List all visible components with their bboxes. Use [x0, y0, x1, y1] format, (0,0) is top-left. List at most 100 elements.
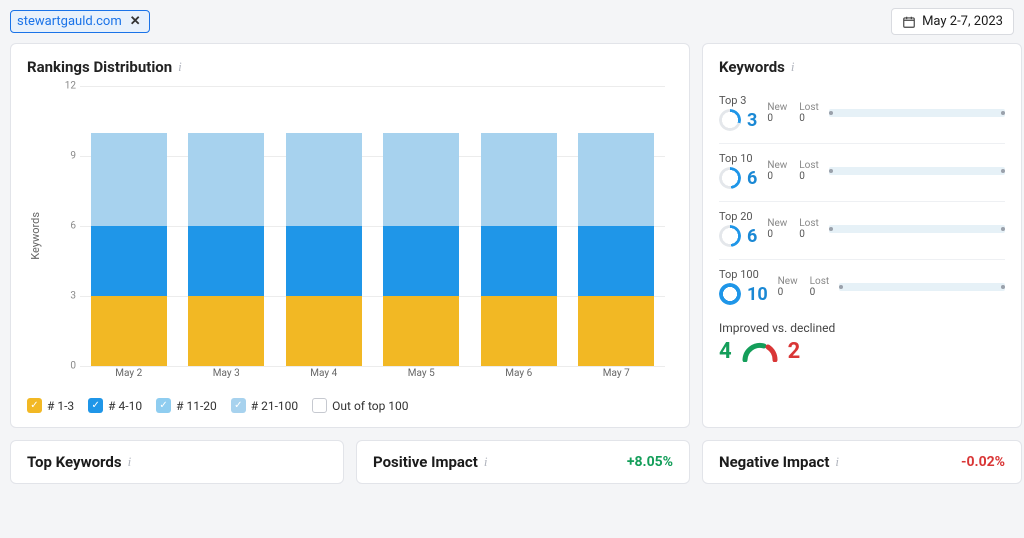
improved-declined-label: Improved vs. declined — [719, 321, 1005, 335]
new-lost: New0Lost0 — [767, 160, 818, 182]
rankings-title: Rankings Distribution i — [27, 58, 673, 76]
lost-value: 0 — [799, 229, 819, 240]
info-icon[interactable]: i — [484, 454, 488, 470]
chart-y-label: Keywords — [27, 212, 44, 260]
legend-item-r21_100[interactable]: ✓# 21-100 — [231, 398, 298, 413]
legend-item-r4_10[interactable]: ✓ # 4-10 — [88, 398, 142, 413]
sparkline — [839, 283, 1005, 291]
checkbox-icon: ✓ — [88, 398, 103, 413]
legend-label: Out of top 100 — [332, 399, 408, 413]
improved-count: 4 — [719, 339, 732, 364]
sparkline — [829, 167, 1005, 175]
bar-segment-r4_10 — [188, 226, 264, 296]
legend-item-out[interactable]: Out of top 100 — [312, 398, 408, 413]
keywords-row: Top 106New0Lost0 — [719, 144, 1005, 202]
bar-segment-r21_100 — [481, 133, 557, 226]
keywords-row: Top 206New0Lost0 — [719, 202, 1005, 260]
x-tick: May 5 — [383, 368, 459, 386]
new-lost: New0Lost0 — [767, 102, 818, 124]
date-range-button[interactable]: May 2-7, 2023 — [891, 8, 1014, 35]
keywords-row-value: 3 — [747, 110, 757, 131]
date-range-label: May 2-7, 2023 — [922, 14, 1003, 29]
rankings-title-text: Rankings Distribution — [27, 58, 172, 76]
x-tick: May 3 — [188, 368, 264, 386]
new-label: New — [767, 160, 787, 171]
bar-column[interactable] — [481, 86, 557, 366]
new-lost: New0Lost0 — [778, 276, 829, 298]
positive-impact-title: Positive Impact — [373, 453, 478, 471]
domain-chip[interactable]: stewartgauld.com ✕ — [10, 10, 150, 33]
bar-segment-r21_100 — [286, 133, 362, 226]
info-icon[interactable]: i — [791, 59, 795, 75]
bar-column[interactable] — [286, 86, 362, 366]
lost-value: 0 — [799, 171, 819, 182]
bar-segment-r4_10 — [578, 226, 654, 296]
checkbox-icon: ✓ — [156, 398, 171, 413]
new-value: 0 — [767, 171, 787, 182]
bar-segment-r21_100 — [91, 133, 167, 226]
new-label: New — [778, 276, 798, 287]
lost-label: Lost — [799, 160, 819, 171]
info-icon[interactable]: i — [178, 59, 182, 75]
y-tick: 12 — [48, 81, 76, 92]
bar-segment-r1_3 — [383, 296, 459, 366]
legend-label: # 1-3 — [47, 399, 74, 413]
close-icon[interactable]: ✕ — [128, 14, 143, 29]
checkbox-icon — [312, 398, 327, 413]
new-lost: New0Lost0 — [767, 218, 818, 240]
new-label: New — [767, 102, 787, 113]
bar-segment-r4_10 — [286, 226, 362, 296]
bar-segment-r1_3 — [578, 296, 654, 366]
new-value: 0 — [767, 229, 787, 240]
bar-segment-r21_100 — [578, 133, 654, 226]
donut-icon — [719, 283, 741, 305]
bar-column[interactable] — [383, 86, 459, 366]
keywords-row-label: Top 10 — [719, 152, 757, 165]
lost-value: 0 — [810, 287, 830, 298]
legend-label: # 4-10 — [108, 399, 142, 413]
y-tick: 3 — [48, 291, 76, 302]
bar-segment-r1_3 — [91, 296, 167, 366]
checkbox-icon: ✓ — [231, 398, 246, 413]
bar-segment-r21_100 — [383, 133, 459, 226]
x-tick: May 4 — [286, 368, 362, 386]
keywords-row-value: 6 — [747, 168, 757, 189]
negative-impact-value: -0.02% — [961, 454, 1005, 470]
checkbox-icon: ✓ — [27, 398, 42, 413]
x-tick: May 2 — [91, 368, 167, 386]
topbar: stewartgauld.com ✕ May 2-7, 2023 — [0, 0, 1024, 43]
bar-segment-r4_10 — [481, 226, 557, 296]
legend-item-r11_20[interactable]: ✓ # 11-20 — [156, 398, 217, 413]
keywords-title-text: Keywords — [719, 58, 785, 76]
gauge-icon — [742, 342, 778, 362]
bar-segment-r21_100 — [188, 133, 264, 226]
rankings-chart: 036912May 2May 3May 4May 5May 6May 7 — [48, 86, 673, 386]
lost-label: Lost — [799, 218, 819, 229]
legend-label: # 11-20 — [176, 399, 217, 413]
keywords-title: Keywords i — [719, 58, 1005, 76]
info-icon[interactable]: i — [128, 454, 132, 470]
keywords-row: Top 3 3 New0Lost0 — [719, 86, 1005, 144]
donut-icon — [719, 109, 741, 131]
keywords-row-label: Top 3 — [719, 94, 757, 107]
negative-impact-panel: Negative Impact i -0.02% — [702, 440, 1022, 484]
lost-value: 0 — [799, 113, 819, 124]
bar-column[interactable] — [188, 86, 264, 366]
bar-segment-r1_3 — [481, 296, 557, 366]
bar-segment-r4_10 — [91, 226, 167, 296]
new-value: 0 — [767, 113, 787, 124]
sparkline — [829, 225, 1005, 233]
donut-icon — [719, 225, 741, 247]
donut-icon — [719, 167, 741, 189]
bar-segment-r1_3 — [286, 296, 362, 366]
positive-impact-value: +8.05% — [627, 454, 673, 470]
calendar-icon — [902, 15, 916, 29]
y-tick: 9 — [48, 151, 76, 162]
y-tick: 6 — [48, 221, 76, 232]
keywords-row: Top 10010New0Lost0 — [719, 260, 1005, 311]
bar-column[interactable] — [578, 86, 654, 366]
legend-item-r1_3[interactable]: ✓ # 1-3 — [27, 398, 74, 413]
rankings-panel: Rankings Distribution i Keywords 036912M… — [10, 43, 690, 428]
bar-column[interactable] — [91, 86, 167, 366]
info-icon[interactable]: i — [835, 454, 839, 470]
